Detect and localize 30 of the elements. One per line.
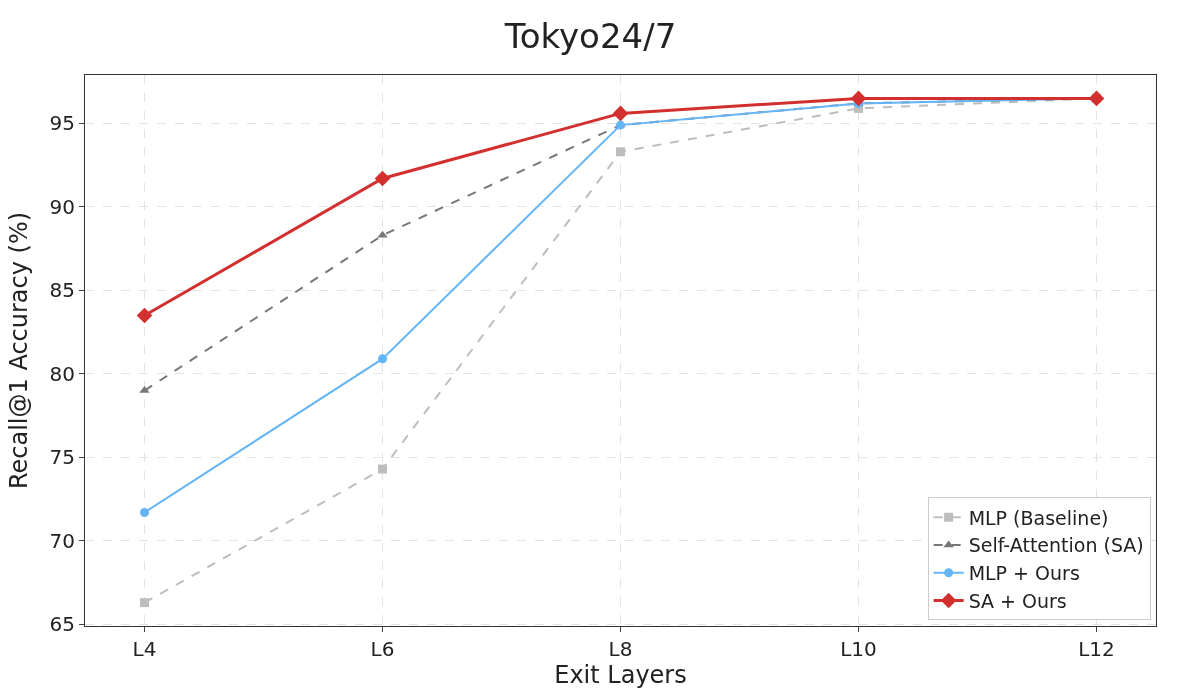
y-tick-label: 90 [49,194,75,219]
x-tick-label: L12 [1078,637,1115,661]
legend-label: SA + Ours [968,589,1067,612]
y-tick-label: 75 [49,445,75,470]
point [378,354,387,364]
legend-label: Self-Attention (SA) [968,534,1144,557]
point [378,464,387,474]
point [616,147,625,157]
y-tick-label: 80 [49,361,75,386]
y-tick-label: 95 [49,111,75,136]
legend-label: MLP + Ours [968,562,1080,585]
point [140,507,149,517]
point [140,598,149,608]
point [612,105,629,122]
y-tick-label: 65 [49,612,75,637]
chart-title: Tokyo24/7 [503,16,677,57]
x-axis-title: Exit Layers [554,661,687,689]
x-tick-label: L10 [840,637,877,661]
point [374,170,391,187]
point [850,90,867,107]
y-tick-label: 85 [49,278,75,303]
x-tick-label: L8 [608,637,633,661]
point [136,307,153,324]
y-axis-title: Recall@1 Accuracy (%) [4,211,33,490]
x-tick-label: L4 [132,637,157,661]
legend-label: MLP (Baseline) [968,506,1109,529]
point [377,230,388,238]
x-tick-label: L6 [370,637,395,661]
point [1088,90,1105,107]
y-tick-label: 70 [49,528,75,553]
